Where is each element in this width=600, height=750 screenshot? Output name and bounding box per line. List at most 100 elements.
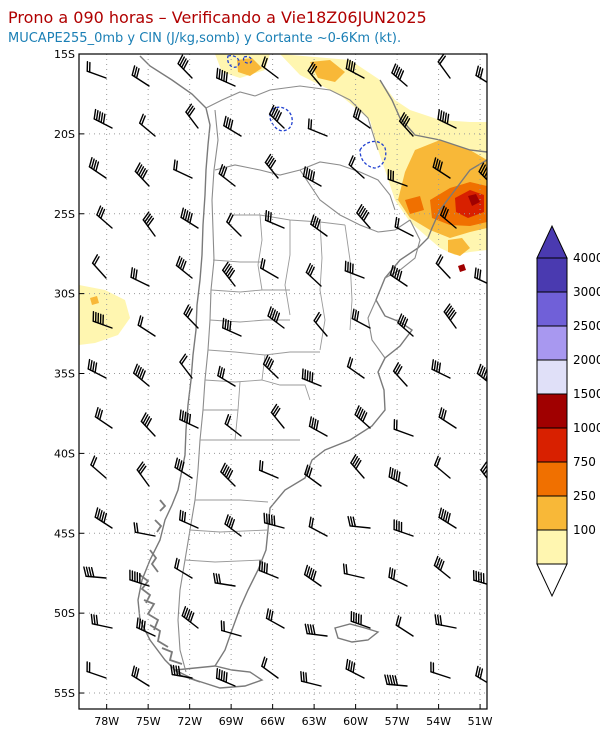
wind-barb [222, 317, 242, 337]
chile-islands [139, 499, 183, 665]
border-brazil [384, 219, 421, 279]
cin-contour-4 [359, 140, 387, 169]
coastline [137, 55, 487, 689]
wind-barb [434, 614, 457, 629]
wind-barb [174, 557, 193, 579]
lat-label: 45S [54, 527, 75, 540]
wind-barb [94, 406, 113, 429]
wind-barb [261, 56, 279, 79]
wind-barb [433, 455, 451, 479]
wind-barb [92, 310, 113, 329]
wind-barb [308, 516, 328, 537]
wind-barb [83, 566, 107, 579]
wind-barb [212, 572, 236, 587]
lat-label: 25S [54, 208, 75, 221]
wind-barb [397, 313, 414, 337]
wind-barb [179, 509, 199, 529]
wind-barb [88, 156, 107, 179]
wind-barb [224, 514, 242, 537]
wind-barb [261, 656, 279, 679]
coast-tierra-fuego [172, 665, 264, 689]
wind-barb [170, 664, 193, 679]
chart-subtitle: MUCAPE255_0mb y CIN (J/kg,somb) y Cortan… [8, 31, 402, 46]
wind-barb [384, 674, 408, 687]
cape-area-1500 [468, 194, 480, 206]
wind-barb [258, 560, 279, 579]
wind-barb [345, 58, 365, 79]
coast-malvinas [334, 623, 380, 643]
wind-barb [218, 164, 236, 187]
wind-barb [137, 315, 156, 337]
wind-barb [476, 363, 487, 387]
wind-barb [472, 569, 487, 587]
wind-barb [136, 461, 150, 487]
wind-barb [438, 407, 457, 429]
wind-barb [263, 512, 285, 529]
wind-barb [388, 567, 408, 587]
wind-barb [270, 403, 285, 429]
wind-barb [131, 665, 150, 687]
lat-label: 55S [54, 687, 75, 700]
wind-barb [344, 260, 365, 279]
wind-barb [478, 162, 487, 187]
wind-barb [87, 358, 107, 379]
wind-barb [347, 515, 371, 529]
wind-barb [138, 113, 156, 137]
lon-label: 51W [468, 715, 493, 728]
lon-label: 72W [177, 715, 202, 728]
wind-barb [224, 414, 242, 437]
wind-barb [304, 464, 322, 487]
lon-label: 78W [94, 715, 119, 728]
border-peru [205, 91, 256, 109]
wind-barb [307, 118, 328, 137]
border-bolivia [214, 161, 396, 211]
wind-barb [267, 306, 285, 329]
wind-barb [134, 162, 150, 187]
wind-barb [393, 418, 414, 437]
wind-barb [308, 416, 328, 437]
wind-barb [180, 207, 199, 229]
wind-barb [177, 54, 193, 79]
wind-barb [174, 457, 193, 479]
lon-label: 54W [426, 715, 451, 728]
cape-area-1500-2 [458, 264, 466, 272]
wind-barb [391, 63, 408, 87]
wind-barb [348, 155, 365, 179]
wind-barb [259, 258, 279, 279]
wind-barb [437, 109, 457, 129]
wind-barb [130, 267, 150, 287]
wind-barb [480, 461, 487, 487]
lat-label: 50S [54, 607, 75, 620]
wind-barb [387, 168, 408, 187]
wind-barb [300, 671, 322, 687]
wind-barb [91, 254, 107, 279]
wind-barb [305, 263, 322, 287]
wind-barb [346, 356, 365, 379]
wind-barb [475, 65, 487, 87]
wind-barb [217, 365, 236, 387]
wind-barb [431, 359, 451, 379]
wind-barb [86, 661, 107, 679]
wind-barb [303, 564, 322, 587]
wind-barb [221, 261, 236, 287]
wind-barb [392, 362, 408, 387]
wind-barb [302, 166, 322, 187]
wind-barb [220, 462, 236, 487]
wind-barb [395, 615, 414, 637]
lon-label: 75W [136, 715, 161, 728]
wind-barb [389, 264, 408, 287]
axis-labels: 78W 75W 72W 69W 66W 63W 60W 57W 54W 51W 15S 20S 25S 3… [54, 48, 493, 728]
wind-barb [304, 623, 328, 637]
wind-barb [437, 54, 451, 79]
lon-label: 57W [385, 715, 410, 728]
wind-barb [185, 103, 199, 129]
coast-atlantic [214, 159, 487, 667]
wind-barb [179, 353, 193, 379]
lat-label: 20S [54, 128, 75, 141]
wind-barb [474, 267, 487, 287]
wind-barb [215, 668, 236, 687]
wind-barb [350, 610, 371, 629]
wind-barb [313, 311, 328, 337]
border-andes [177, 109, 219, 673]
